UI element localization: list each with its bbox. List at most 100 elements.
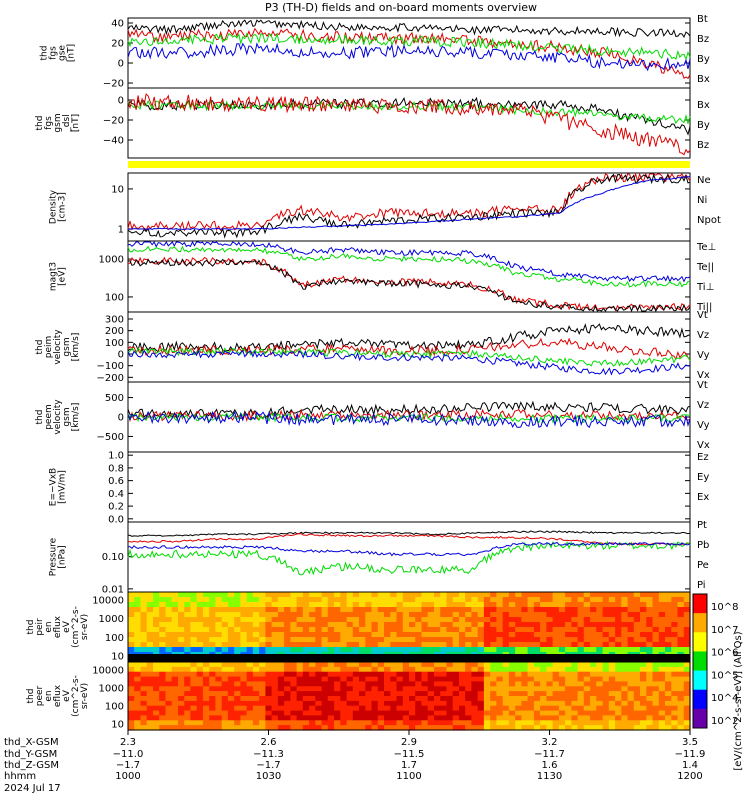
spectro-cell bbox=[284, 632, 291, 638]
spectro-cell bbox=[315, 637, 323, 643]
spectro-cell bbox=[240, 662, 248, 668]
spectro-cell bbox=[477, 627, 485, 633]
spectro-cell bbox=[321, 592, 329, 598]
spectro-cell bbox=[627, 602, 635, 608]
spectro-cell bbox=[359, 592, 366, 598]
spectro-cell bbox=[171, 647, 179, 653]
spectro-cell bbox=[483, 725, 491, 731]
spectro-cell bbox=[627, 710, 635, 717]
spectro-cell bbox=[352, 592, 360, 598]
spectro-cell bbox=[234, 647, 241, 653]
time-value: −1.7 bbox=[256, 760, 280, 771]
spectro-cell bbox=[683, 720, 691, 726]
spectro-cell bbox=[128, 607, 135, 613]
spectro-cell bbox=[184, 676, 191, 683]
spectro-cell bbox=[178, 642, 185, 648]
spectro-cell bbox=[571, 676, 579, 683]
spectro-cell bbox=[359, 725, 366, 731]
spectro-cell bbox=[427, 681, 435, 687]
ytick-label: 1000 bbox=[99, 684, 124, 695]
spectro-cell bbox=[590, 592, 597, 598]
spectro-cell bbox=[128, 686, 135, 692]
panel-frame bbox=[127, 451, 691, 523]
spectro-cell bbox=[596, 627, 604, 633]
spectro-cell bbox=[402, 696, 410, 702]
spectro-cell bbox=[377, 700, 385, 707]
spectro-cell bbox=[384, 700, 391, 707]
ylabel-line: velocity bbox=[53, 329, 63, 365]
spectro-cell bbox=[508, 700, 516, 707]
spectro-cell bbox=[490, 676, 497, 683]
spectro-cell bbox=[646, 647, 654, 653]
time-value: −11.7 bbox=[534, 749, 565, 760]
spectro-cell bbox=[159, 700, 166, 707]
spectro-cell bbox=[153, 622, 160, 628]
spectro-cell bbox=[608, 602, 616, 608]
spectro-cell bbox=[502, 710, 510, 717]
spectro-cell bbox=[602, 622, 610, 628]
spectro-cell bbox=[677, 637, 685, 643]
spectro-cell bbox=[621, 627, 629, 633]
spectro-cell bbox=[227, 662, 235, 668]
spectro-cell bbox=[640, 637, 647, 643]
spectro-cell bbox=[409, 612, 416, 618]
spectro-cell bbox=[165, 647, 173, 653]
spectro-cell bbox=[452, 632, 460, 638]
spectro-cell bbox=[502, 705, 510, 712]
spectro-cell bbox=[459, 607, 466, 613]
spectro-cell bbox=[565, 637, 572, 643]
spectro-cell bbox=[465, 647, 472, 653]
legend-Pe: Pe bbox=[697, 560, 709, 571]
colorbar-segment bbox=[693, 651, 707, 672]
spectro-cell bbox=[302, 647, 310, 653]
spectro-cell bbox=[552, 637, 560, 643]
spectro-cell bbox=[215, 622, 223, 628]
spectro-cell bbox=[571, 715, 579, 721]
series-By bbox=[127, 32, 691, 61]
spectro-cell bbox=[277, 715, 285, 721]
spectro-cell bbox=[459, 662, 466, 668]
spectro-cell bbox=[265, 592, 273, 598]
spectro-cell bbox=[427, 617, 435, 623]
ytick-label: 200 bbox=[105, 326, 124, 337]
spectro-cell bbox=[496, 592, 504, 598]
spectro-cell bbox=[221, 592, 229, 598]
spectro-cell bbox=[371, 700, 379, 707]
spectro-cell bbox=[340, 705, 348, 712]
spectro-cell bbox=[471, 612, 479, 618]
spectro-cell bbox=[140, 705, 148, 712]
spectro-cell bbox=[234, 700, 241, 707]
spectro-cell bbox=[165, 700, 173, 707]
spectro-cell bbox=[165, 617, 173, 623]
spectro-cell bbox=[652, 607, 660, 613]
colorbar-frame bbox=[692, 593, 708, 729]
spectro-cell bbox=[315, 617, 323, 623]
spectro-cell bbox=[252, 700, 260, 707]
spectro-cell bbox=[271, 681, 279, 687]
spectro-cell bbox=[327, 592, 335, 598]
spectro-cell bbox=[146, 676, 154, 683]
spectro-cell bbox=[215, 705, 223, 712]
spectro-cell bbox=[477, 705, 485, 712]
spectro-cell bbox=[658, 607, 666, 613]
spectro-cell bbox=[240, 592, 248, 598]
spectro-cell bbox=[271, 627, 279, 633]
spectro-cell bbox=[533, 607, 541, 613]
spectro-cell bbox=[465, 602, 472, 608]
spectro-cell bbox=[415, 715, 422, 721]
spectro-cell bbox=[640, 676, 647, 683]
spectro-cell bbox=[334, 612, 341, 618]
spectro-cell bbox=[608, 592, 616, 598]
spectro-cell bbox=[621, 592, 629, 598]
spectro-cell bbox=[471, 705, 479, 712]
spectro-cell bbox=[596, 691, 604, 697]
spectro-cell bbox=[508, 592, 516, 598]
spectro-cell bbox=[396, 642, 404, 648]
spectro-cell bbox=[552, 696, 560, 702]
spectro-cell bbox=[640, 622, 647, 628]
spectro-cell bbox=[334, 632, 341, 638]
spectro-cell bbox=[571, 700, 579, 707]
spectro-cell bbox=[246, 686, 254, 692]
spectro-cell bbox=[159, 612, 166, 618]
spectro-cell bbox=[246, 705, 254, 712]
